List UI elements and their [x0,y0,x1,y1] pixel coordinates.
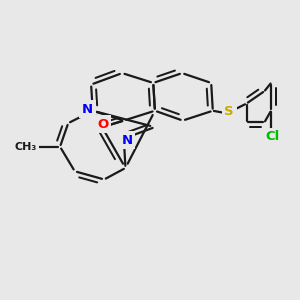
Text: S: S [224,105,234,119]
Text: Cl: Cl [266,130,280,143]
Text: CH₃: CH₃ [15,142,37,152]
Text: N: N [122,134,133,146]
Text: O: O [97,118,108,131]
Text: N: N [82,103,93,116]
